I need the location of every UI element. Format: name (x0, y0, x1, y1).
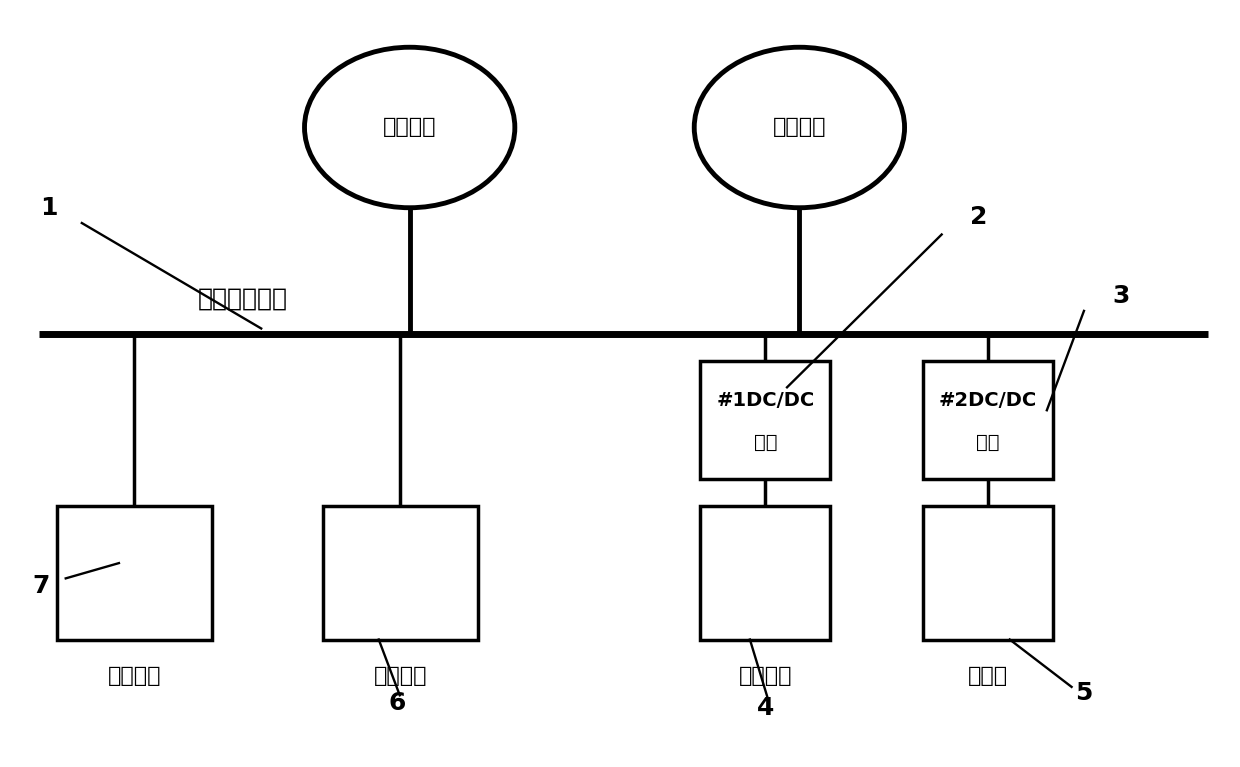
Text: 超级电容: 超级电容 (739, 667, 792, 686)
Text: 7: 7 (32, 574, 50, 598)
Bar (701, 505, 831, 640)
Text: 发电设备: 发电设备 (383, 117, 436, 137)
Text: 5: 5 (1075, 681, 1092, 705)
Text: 模块: 模块 (976, 433, 999, 453)
Text: 6: 6 (388, 691, 405, 715)
Text: 负载设备: 负载设备 (108, 667, 161, 686)
Text: 2: 2 (970, 205, 987, 229)
Bar (923, 360, 1053, 479)
Bar (324, 505, 477, 640)
Text: 1: 1 (40, 196, 57, 219)
Text: 4: 4 (758, 696, 775, 720)
Ellipse shape (305, 48, 515, 208)
Text: 模块: 模块 (754, 433, 777, 453)
Bar (57, 505, 212, 640)
Text: #1DC/DC: #1DC/DC (717, 391, 815, 410)
Text: 公共直流母线: 公共直流母线 (197, 287, 288, 311)
Ellipse shape (694, 48, 904, 208)
Bar (701, 360, 831, 479)
Text: 蓄电池: 蓄电池 (968, 667, 1008, 686)
Bar (923, 505, 1053, 640)
Text: 3: 3 (1112, 284, 1130, 308)
Text: 发电设备: 发电设备 (773, 117, 826, 137)
Text: #2DC/DC: #2DC/DC (939, 391, 1037, 410)
Text: 制动电阵: 制动电阵 (373, 667, 427, 686)
